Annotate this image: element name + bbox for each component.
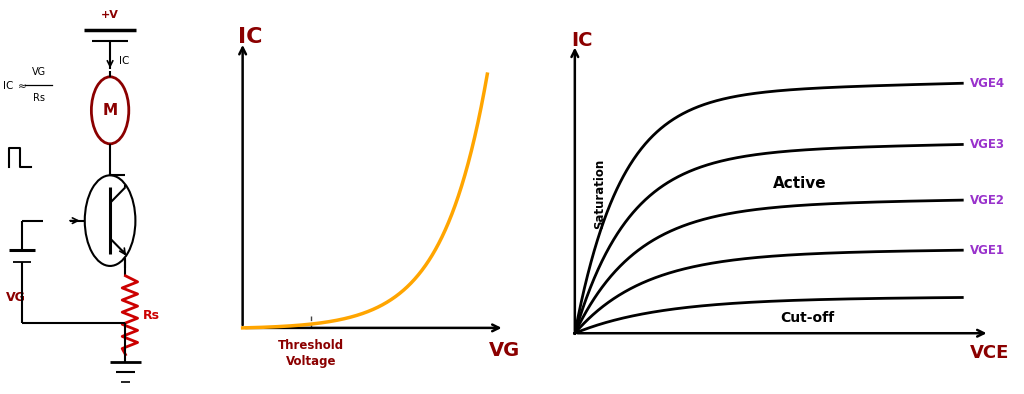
Text: VGE3: VGE3 bbox=[970, 138, 1005, 151]
Text: IC $\approx$: IC $\approx$ bbox=[2, 79, 28, 91]
Text: VG: VG bbox=[5, 291, 26, 304]
Text: Cut-off: Cut-off bbox=[780, 310, 835, 325]
Text: VGE2: VGE2 bbox=[970, 193, 1005, 206]
Text: VCE: VCE bbox=[970, 344, 1009, 362]
Text: Voltage: Voltage bbox=[286, 355, 337, 368]
Text: Saturation: Saturation bbox=[594, 159, 606, 229]
Text: VG: VG bbox=[32, 67, 46, 77]
Text: Threshold: Threshold bbox=[279, 338, 344, 351]
Text: IC: IC bbox=[571, 31, 593, 50]
Text: VGE4: VGE4 bbox=[970, 77, 1006, 90]
Text: VG: VG bbox=[488, 341, 520, 360]
Text: VGE1: VGE1 bbox=[970, 244, 1005, 257]
Text: M: M bbox=[102, 103, 118, 118]
Text: Active: Active bbox=[773, 176, 826, 191]
Text: Rs: Rs bbox=[143, 309, 160, 322]
Text: +V: +V bbox=[101, 10, 119, 20]
Text: IC: IC bbox=[238, 28, 262, 47]
Text: IC: IC bbox=[119, 56, 129, 66]
Text: Rs: Rs bbox=[33, 93, 44, 102]
